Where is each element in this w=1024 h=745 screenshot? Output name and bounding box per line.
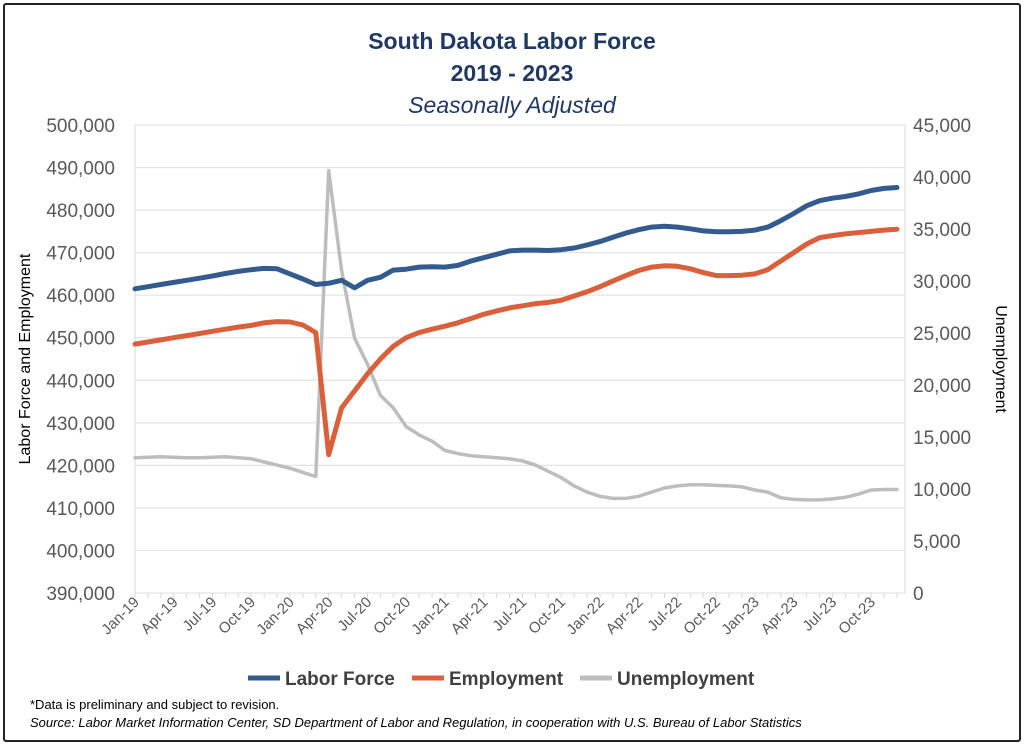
series-line-unemployment [133, 169, 899, 502]
y2-tick-label: 10,000 [913, 480, 971, 501]
y2-axis-title: Unemployment [992, 305, 1009, 413]
x-tick-label: Jul-20 [334, 594, 375, 635]
y2-tick-label: 25,000 [913, 324, 971, 345]
y2-tick-label: 0 [913, 584, 924, 605]
x-tick-label: Jan-21 [408, 594, 452, 638]
y-tick-label: 480,000 [46, 201, 115, 222]
x-tick-label: Apr-20 [293, 594, 337, 638]
x-tick-label: Oct-23 [835, 594, 879, 638]
footnote-preliminary: *Data is preliminary and subject to revi… [30, 697, 280, 712]
x-tick-label: Oct-20 [370, 594, 414, 638]
series-line-labor-force [132, 185, 900, 292]
x-tick-label: Jul-22 [644, 594, 685, 635]
y-tick-label: 390,000 [46, 584, 115, 605]
y-tick-label: 490,000 [46, 159, 115, 180]
x-tick-label: Oct-19 [215, 594, 259, 638]
y2-tick-label: 20,000 [913, 376, 971, 397]
y-tick-label: 450,000 [46, 329, 115, 350]
y2-tick-label: 35,000 [913, 220, 971, 241]
x-tick-label: Jan-20 [253, 594, 297, 638]
x-tick-label: Apr-19 [138, 594, 182, 638]
y2-tick-label: 45,000 [913, 116, 971, 137]
legend-label: Unemployment [617, 669, 755, 690]
series-line-employment [132, 226, 900, 458]
y-tick-label: 420,000 [46, 456, 115, 477]
legend-label: Employment [449, 669, 564, 690]
x-tick-label: Jul-21 [489, 594, 530, 635]
y2-tick-label: 5,000 [913, 532, 961, 553]
x-tick-label: Oct-21 [525, 594, 569, 638]
chart-subtitle-seasonal: Seasonally Adjusted [408, 92, 616, 118]
x-tick-label: Oct-22 [680, 594, 724, 638]
legend-label: Labor Force [285, 669, 395, 690]
y-tick-label: 410,000 [46, 499, 115, 520]
y-tick-label: 430,000 [46, 414, 115, 435]
x-tick-label: Jul-19 [179, 594, 220, 635]
chart-subtitle: 2019 - 2023 [450, 60, 574, 86]
chart-title: South Dakota Labor Force [368, 28, 656, 54]
x-tick-label: Apr-21 [448, 594, 492, 638]
plot-area [134, 124, 906, 594]
y2-tick-label: 15,000 [913, 428, 971, 449]
x-tick-label: Apr-23 [758, 594, 802, 638]
y-tick-label: 400,000 [46, 541, 115, 562]
x-tick-label: Jan-22 [563, 594, 607, 638]
y-axis-title: Labor Force and Employment [17, 253, 34, 464]
x-tick-label: Jul-23 [799, 594, 840, 635]
y-tick-label: 460,000 [46, 286, 115, 307]
y-tick-label: 500,000 [46, 116, 115, 137]
y2-tick-label: 40,000 [913, 168, 971, 189]
x-tick-label: Jan-23 [718, 594, 762, 638]
footnote-source: Source: Labor Market Information Center,… [30, 715, 802, 730]
y2-tick-label: 30,000 [913, 272, 971, 293]
chart-frame [3, 3, 1021, 742]
y-tick-label: 470,000 [46, 244, 115, 265]
y-tick-label: 440,000 [46, 371, 115, 392]
x-tick-label: Apr-22 [603, 594, 647, 638]
